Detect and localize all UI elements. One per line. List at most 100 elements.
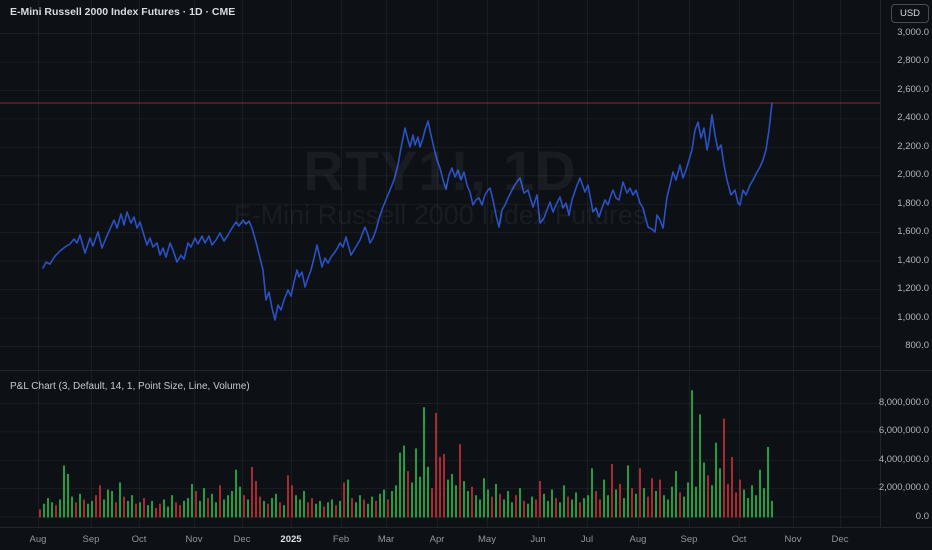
volume-tick-label: 0.0 [915, 510, 929, 522]
volume-bar [143, 498, 145, 518]
volume-bar [247, 499, 249, 518]
volume-bar [755, 495, 757, 518]
volume-bar [315, 503, 317, 518]
volume-bar [531, 496, 533, 518]
volume-bar [419, 476, 421, 518]
month-label: Aug [629, 534, 647, 545]
month-label: Oct [131, 534, 147, 545]
volume-bar [543, 493, 545, 518]
volume-bar [603, 479, 605, 518]
volume-bar [711, 485, 713, 518]
volume-tick-label: 4,000,000.0 [878, 453, 929, 465]
volume-bar [347, 479, 349, 518]
price-tick-label: 1,200.0 [897, 283, 929, 295]
volume-bar [735, 492, 737, 518]
volume-bar [87, 503, 89, 518]
volume-bar [203, 488, 205, 518]
volume-bar [147, 505, 149, 518]
volume-bar [699, 414, 701, 518]
volume-bar [307, 502, 309, 518]
month-label: 2025 [280, 534, 302, 545]
volume-bar [375, 500, 377, 518]
volume-bar [439, 456, 441, 518]
month-label: Apr [429, 534, 445, 545]
volume-bar [95, 495, 97, 518]
volume-bar [643, 488, 645, 518]
volume-bar [687, 482, 689, 518]
currency-usd-button[interactable]: USD [891, 4, 929, 23]
volume-bar [415, 448, 417, 518]
volume-bar [131, 495, 133, 518]
volume-bar [443, 454, 445, 518]
month-label: Aug [29, 534, 47, 545]
volume-bar [499, 493, 501, 518]
volume-bar [695, 486, 697, 518]
volume-bar [507, 490, 509, 518]
volume-bar [751, 485, 753, 518]
volume-bar [199, 500, 201, 518]
volume-bar [651, 478, 653, 518]
month-label: Dec [831, 534, 849, 545]
volume-bar [511, 502, 513, 518]
month-label: Feb [332, 534, 350, 545]
volume-bar [303, 490, 305, 518]
volume-bar [351, 498, 353, 518]
volume-bar [387, 499, 389, 518]
volume-bar [335, 505, 337, 518]
volume-tick-label: 6,000,000.0 [878, 425, 929, 437]
volume-bar [215, 502, 217, 518]
volume-bar [523, 500, 525, 518]
volume-bar [279, 502, 281, 518]
volume-bar [587, 495, 589, 518]
volume-bar [563, 485, 565, 518]
volume-bar [79, 493, 81, 518]
indicator-legend-label[interactable]: P&L Chart (3, Default, 14, 1, Point Size… [10, 381, 250, 392]
volume-bar [243, 495, 245, 518]
volume-bar [187, 498, 189, 518]
volume-bar [447, 479, 449, 518]
volume-bar [619, 483, 621, 518]
symbol-legend-title[interactable]: E-Mini Russell 2000 Index Futures · 1D ·… [10, 6, 236, 18]
price-line-series [42, 102, 773, 321]
volume-bar [703, 462, 705, 518]
volume-bar [611, 464, 613, 518]
volume-bar [135, 503, 137, 518]
volume-bar [671, 486, 673, 518]
volume-bar [551, 489, 553, 518]
price-tick-label: 2,400.0 [897, 112, 929, 124]
volume-bar [363, 499, 365, 518]
volume-bar [627, 465, 629, 518]
volume-bar [423, 407, 425, 518]
volume-bar [571, 499, 573, 518]
volume-bar [191, 483, 193, 518]
volume-bar [59, 499, 61, 518]
volume-bar [691, 390, 693, 518]
volume-bar [479, 499, 481, 518]
volume-bar [431, 488, 433, 518]
volume-bar [167, 506, 169, 518]
volume-bar [323, 506, 325, 518]
volume-bar [591, 468, 593, 518]
volume-bar [719, 468, 721, 518]
volume-bar [771, 500, 773, 518]
volume-bar [491, 496, 493, 518]
volume-bar [715, 442, 717, 518]
price-tick-label: 800.0 [905, 340, 929, 351]
volume-bar [763, 488, 765, 518]
volume-bar [739, 479, 741, 518]
volume-tick-label: 2,000,000.0 [878, 482, 929, 494]
volume-bar [515, 495, 517, 518]
volume-bar [171, 495, 173, 518]
volume-bar [411, 482, 413, 518]
volume-bar [139, 502, 141, 518]
volume-bar [75, 502, 77, 518]
volume-bar [527, 503, 529, 518]
volume-bar [159, 503, 161, 518]
volume-bar [239, 486, 241, 518]
volume-bar [575, 492, 577, 518]
volume-bar [371, 496, 373, 518]
volume-bar [383, 489, 385, 518]
month-label: Sep [680, 534, 698, 545]
volume-bar [767, 446, 769, 518]
